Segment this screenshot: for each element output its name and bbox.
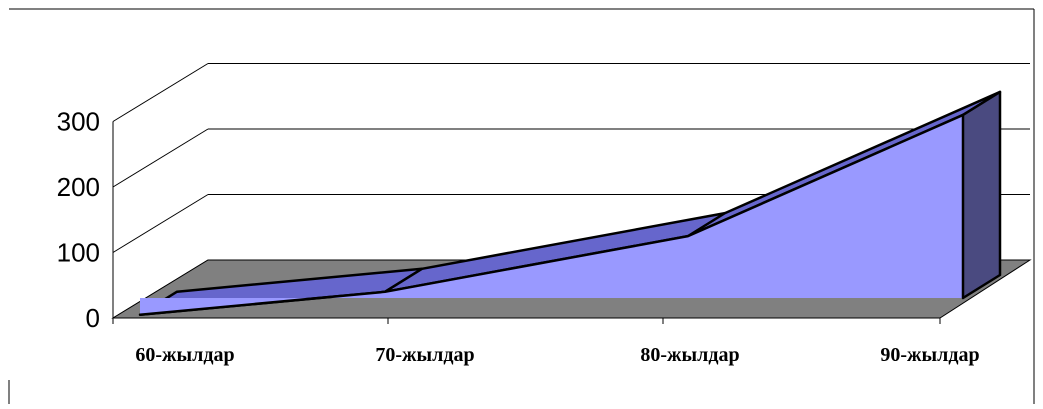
data-point-4 bbox=[962, 114, 964, 116]
area-front-face bbox=[140, 114, 963, 315]
y-tick-label-100: 100 bbox=[57, 238, 100, 268]
data-point-2 bbox=[384, 291, 386, 293]
x-tick-label-2: 70-жылдар bbox=[375, 344, 474, 366]
wall-grid-edge-300 bbox=[112, 63, 209, 122]
wall-grid-edge-200 bbox=[112, 128, 209, 188]
data-point-3 bbox=[687, 235, 689, 237]
x-axis: 60-жылдар 70-жылдар 80-жылдар 90-жылдар bbox=[112, 317, 980, 366]
x-tick-label-1: 60-жылдар bbox=[135, 344, 234, 366]
y-tick-label-0: 0 bbox=[86, 303, 100, 333]
y-axis: 0 100 200 300 bbox=[57, 107, 100, 334]
area-side-face bbox=[961, 90, 1002, 300]
x-tick-label-3: 80-жылдар bbox=[640, 344, 739, 366]
area-front-edge bbox=[139, 113, 964, 316]
x-tick-label-4: 90-жылдар bbox=[880, 344, 979, 366]
y-tick-label-200: 200 bbox=[57, 172, 100, 202]
data-point-1 bbox=[139, 314, 141, 316]
y-tick-label-300: 300 bbox=[57, 107, 100, 137]
wall-grid-edge-100 bbox=[112, 194, 209, 253]
area-series bbox=[138, 90, 1002, 316]
